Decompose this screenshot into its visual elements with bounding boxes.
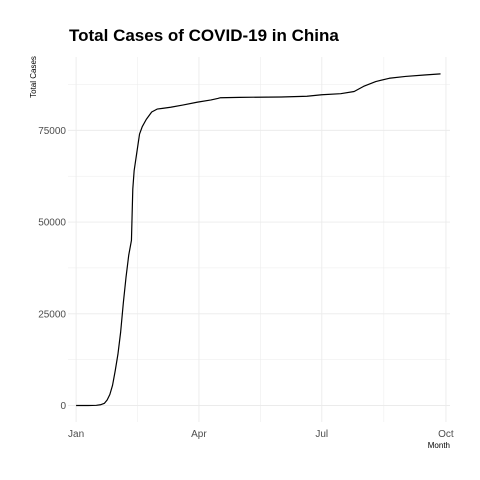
x-tick-label: Jul xyxy=(315,429,328,440)
y-tick-label: 75000 xyxy=(38,126,66,137)
series-line xyxy=(76,73,441,407)
x-tick-label: Jan xyxy=(68,429,84,440)
grid xyxy=(68,57,450,422)
x-tick-label: Oct xyxy=(438,429,454,440)
y-tick-label: 50000 xyxy=(38,218,66,229)
y-axis-label: Total Cases xyxy=(29,56,38,98)
y-tick-label: 25000 xyxy=(38,309,66,320)
y-tick-label: 0 xyxy=(60,401,66,412)
x-axis-label: Month xyxy=(428,441,450,450)
x-tick-label: Apr xyxy=(191,429,207,440)
plot-area xyxy=(76,73,441,407)
axis-ticks: 0 25000 50000 75000 Jan Apr Jul Oct xyxy=(38,126,454,440)
chart-title: Total Cases of COVID-19 in China xyxy=(69,26,339,45)
